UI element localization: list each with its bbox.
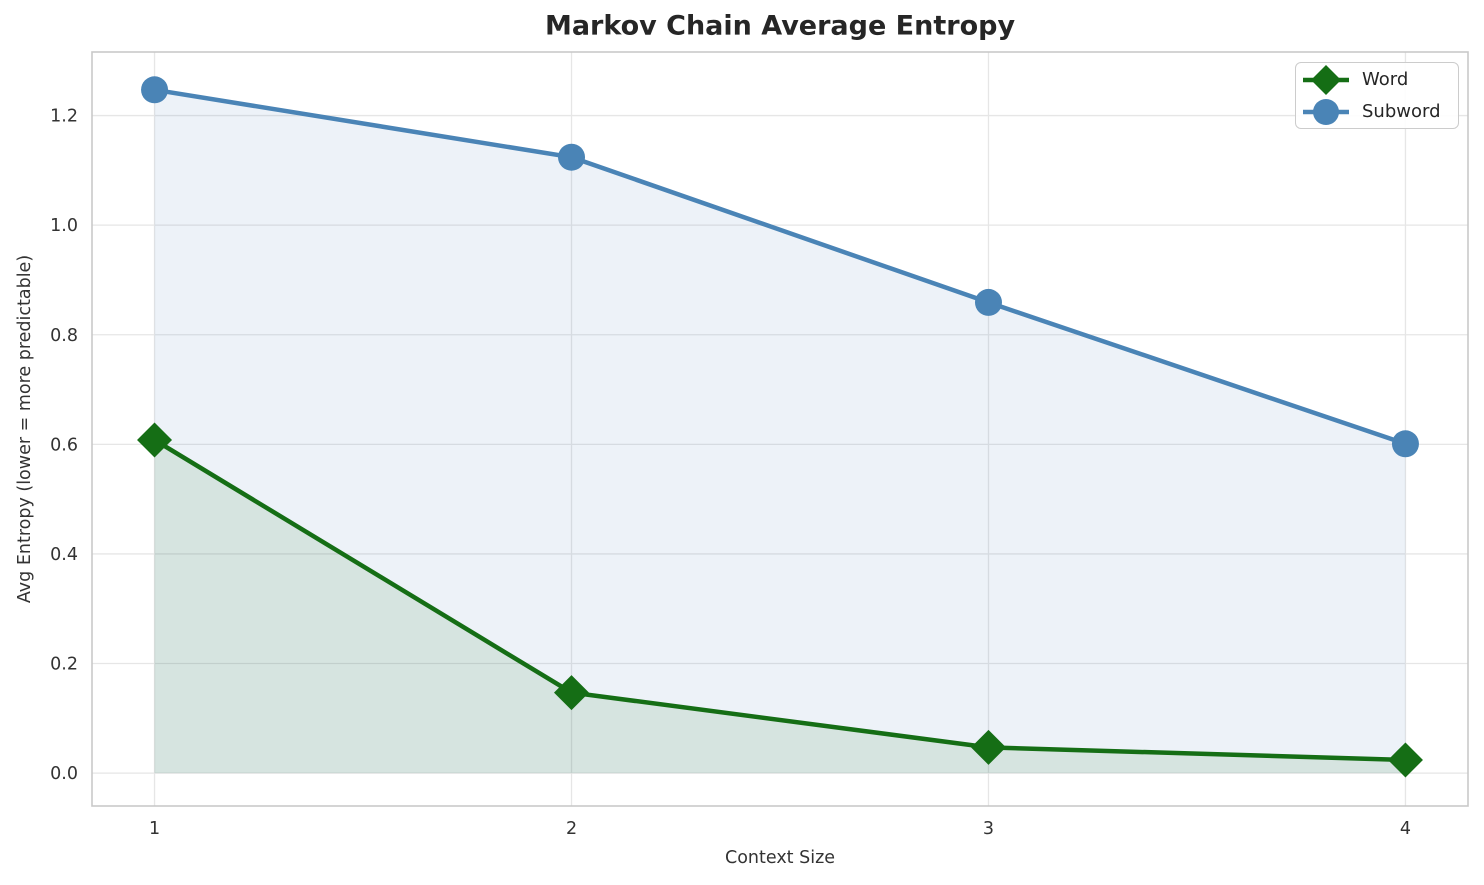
legend-item-word: Word xyxy=(1296,64,1458,96)
marker-word xyxy=(1387,742,1423,778)
area-word xyxy=(154,439,1406,774)
x-tick-label: 1 xyxy=(149,819,160,839)
legend-label-subword: Subword xyxy=(1362,101,1441,122)
y-tick-label: 1.0 xyxy=(50,216,78,236)
y-tick-label: 1.2 xyxy=(50,107,78,127)
line-subword xyxy=(152,87,1408,447)
x-axis-label: Context Size xyxy=(724,848,836,868)
circle-marker-icon xyxy=(1303,98,1349,125)
legend: Word Subword xyxy=(1295,62,1459,129)
marker-subword xyxy=(1391,430,1419,458)
plot-border xyxy=(91,51,1469,807)
y-tick-label: 0.4 xyxy=(50,545,78,565)
x-tick-label: 3 xyxy=(983,819,994,839)
chart-title: Markov Chain Average Entropy xyxy=(544,10,1016,42)
x-tick-label: 4 xyxy=(1400,819,1411,839)
x-tick-label: 2 xyxy=(566,819,577,839)
legend-item-subword: Subword xyxy=(1296,96,1458,128)
marker-subword xyxy=(974,288,1002,316)
marker-word xyxy=(970,729,1006,765)
area-subword xyxy=(154,89,1406,774)
y-tick-label: 0.8 xyxy=(50,326,78,346)
legend-label-word: Word xyxy=(1362,69,1409,90)
y-tick-label: 0.0 xyxy=(50,764,78,784)
marker-word xyxy=(137,422,173,458)
marker-word xyxy=(554,675,590,711)
marker-subword xyxy=(141,76,169,104)
y-tick-label: 0.2 xyxy=(50,655,78,675)
line-word xyxy=(152,437,1408,763)
diamond-marker-icon xyxy=(1303,64,1349,95)
marker-subword xyxy=(558,143,586,171)
y-tick-label: 0.6 xyxy=(50,435,78,455)
